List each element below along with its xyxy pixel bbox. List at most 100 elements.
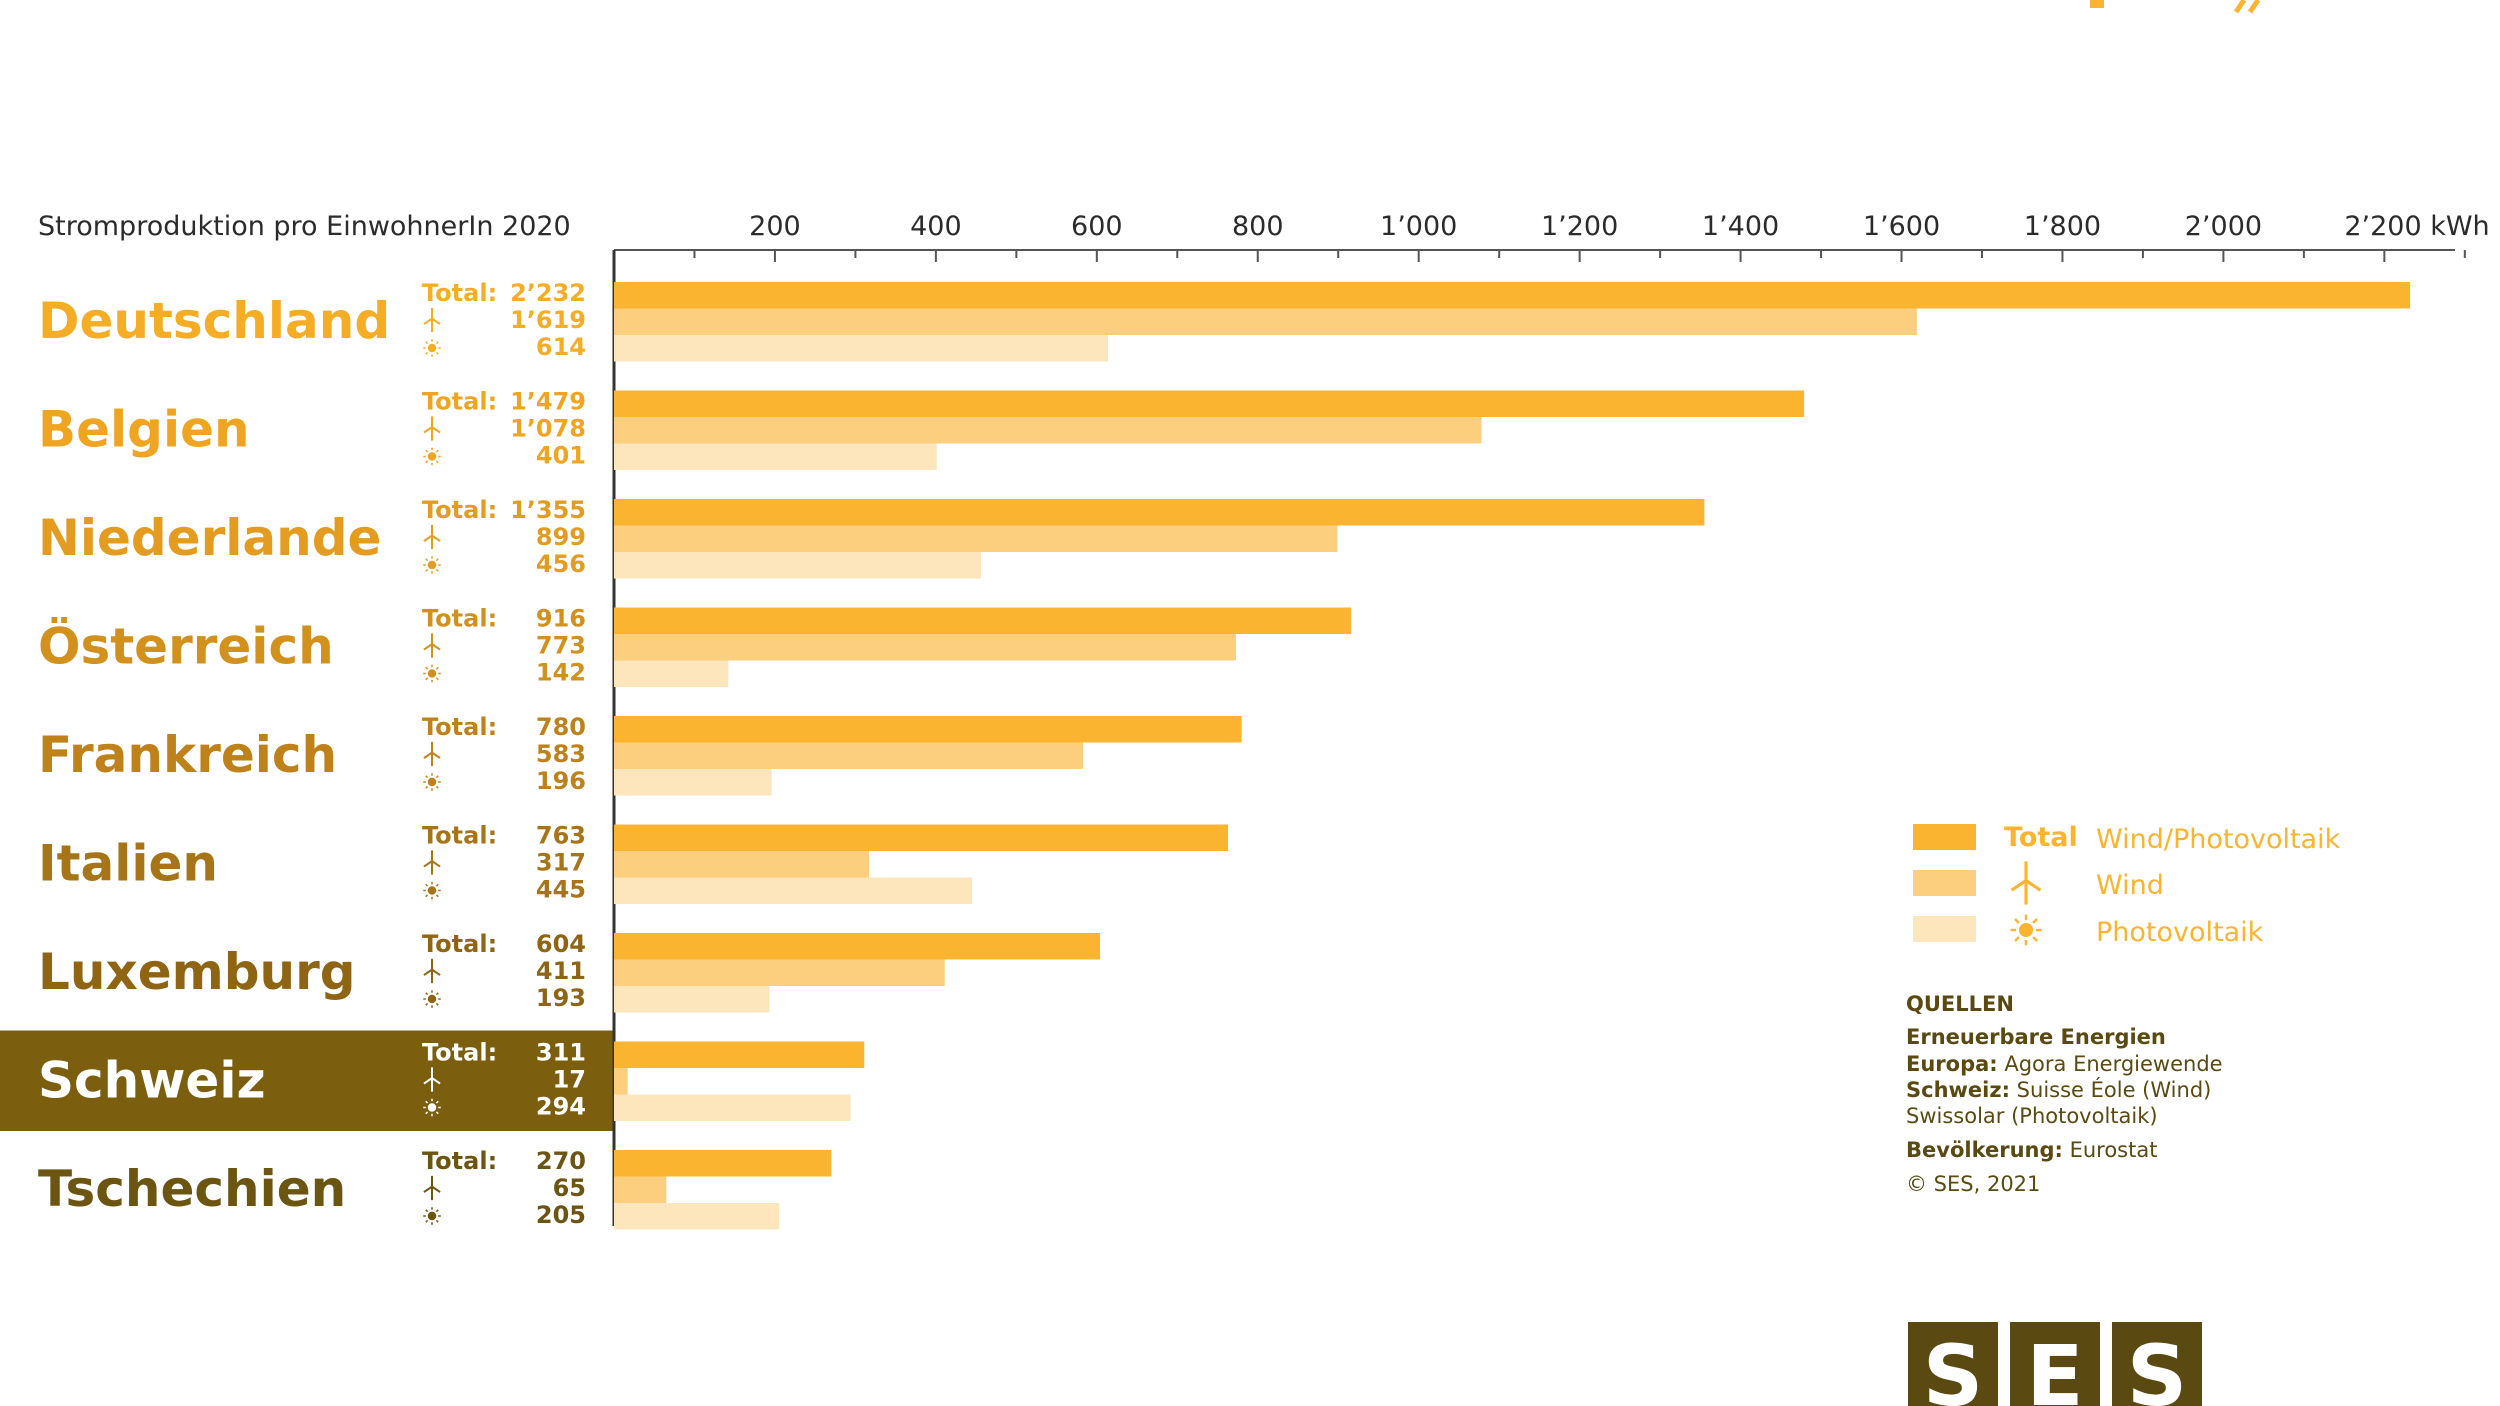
value-label: 445 <box>536 876 586 904</box>
value-label: 1’619 <box>510 306 586 334</box>
sources-heading: QUELLEN <box>1906 992 2014 1016</box>
legend-total-key: Total <box>2004 822 2078 853</box>
value-label: 456 <box>536 550 586 578</box>
logo-letter-s2: S <box>2127 1327 2188 1406</box>
legend-wind-turbine-icon <box>2010 861 2042 905</box>
source-line-4: Bevölkerung: Eurostat <box>1906 1138 2157 1162</box>
bar <box>614 390 1805 417</box>
bar <box>614 660 729 687</box>
value-label: 196 <box>536 767 586 795</box>
value-label: 311 <box>536 1039 586 1067</box>
value-label: 142 <box>536 659 586 687</box>
x-tick-label: 600 <box>1071 211 1123 242</box>
value-label: 205 <box>536 1201 586 1229</box>
bar <box>614 716 1242 743</box>
legend-label-wind: Wind <box>2096 870 2164 901</box>
logo-letter-e: E <box>2026 1327 2083 1406</box>
wind-turbine-icon <box>423 524 441 550</box>
wind-turbine-icon <box>423 416 441 441</box>
x-tick-label: 1’800 <box>2024 211 2101 242</box>
bar <box>614 742 1084 769</box>
sun-icon <box>423 1098 441 1117</box>
total-label: Total: <box>422 496 497 524</box>
wind-turbine-icon <box>423 307 441 333</box>
sun-icon <box>423 339 441 357</box>
bar <box>614 986 770 1013</box>
country-label: Italien <box>38 835 218 893</box>
sun-icon <box>423 447 441 466</box>
value-label: 193 <box>536 984 586 1012</box>
x-tick-label: 2’200 kWh <box>2344 211 2489 242</box>
total-label: Total: <box>422 1039 497 1067</box>
total-label: Total: <box>422 279 497 307</box>
value-label: 270 <box>536 1147 586 1175</box>
bar <box>614 634 1237 661</box>
sun-icon <box>423 556 441 574</box>
highlight-layer <box>0 1030 614 1131</box>
sun-icon <box>423 664 441 683</box>
sun-icon <box>423 773 441 791</box>
value-label: 916 <box>536 605 586 633</box>
ses-logo: S E S <box>1908 1322 2202 1406</box>
bar <box>614 933 1101 960</box>
value-label: 763 <box>536 822 586 850</box>
value-label: 1’479 <box>510 388 586 416</box>
legend-sun-icon <box>2010 914 2042 946</box>
bar <box>614 308 1917 335</box>
source-line-3: Swissolar (Photovoltaik) <box>1906 1104 2158 1128</box>
bar <box>614 525 1338 552</box>
bar <box>614 1068 628 1095</box>
bar <box>614 877 973 904</box>
bar <box>614 1203 779 1230</box>
x-tick-label: 1’400 <box>1702 211 1779 242</box>
country-label: Schweiz <box>38 1052 266 1110</box>
bar <box>614 282 2411 309</box>
value-label: 773 <box>536 632 586 660</box>
value-label: 1’078 <box>510 415 586 443</box>
total-label: Total: <box>422 930 497 958</box>
x-tick-label: 800 <box>1232 211 1284 242</box>
value-label: 1’355 <box>510 496 586 524</box>
country-label: Österreich <box>38 617 334 676</box>
wind-turbine-icon <box>423 1067 441 1092</box>
total-label: Total: <box>422 388 497 416</box>
bar <box>614 1094 851 1121</box>
country-label: Belgien <box>38 401 250 459</box>
x-tick-label: 200 <box>749 211 801 242</box>
x-tick-label: 1’000 <box>1380 211 1457 242</box>
source-line-5: © SES, 2021 <box>1906 1172 2040 1196</box>
top-logo-fragment <box>2090 0 2261 14</box>
legend-swatch-solar <box>1913 916 1976 942</box>
value-label: 614 <box>536 333 586 361</box>
country-label: Luxemburg <box>38 943 356 1001</box>
sun-icon <box>423 881 441 900</box>
source-line-2: Schweiz: Suisse Éole (Wind) <box>1906 1077 2211 1102</box>
value-label: 2’232 <box>510 279 586 307</box>
total-label: Total: <box>422 605 497 633</box>
sources: QUELLEN Erneuerbare Energien Europa: Ago… <box>1906 992 2223 1196</box>
country-label: Niederlande <box>38 509 381 567</box>
legend-swatch-wind <box>1913 870 1976 896</box>
source-line-1: Europa: Agora Energiewende <box>1906 1052 2223 1076</box>
wind-turbine-icon <box>423 850 441 875</box>
legend: Total Wind/Photovoltaik Wind Photovoltai… <box>1913 822 2341 948</box>
wind-turbine-icon <box>423 741 441 767</box>
x-tick-label: 1’200 <box>1541 211 1618 242</box>
value-label: 899 <box>536 523 586 551</box>
x-tick-label: 2’000 <box>2185 211 2262 242</box>
value-label: 17 <box>553 1066 586 1094</box>
total-label: Total: <box>422 822 497 850</box>
country-label: Frankreich <box>38 726 337 784</box>
wind-turbine-icon <box>423 1175 441 1201</box>
wind-turbine-icon <box>423 958 441 984</box>
bar <box>614 959 945 986</box>
x-tick-label: 1’600 <box>1863 211 1940 242</box>
wind-turbine-icon <box>423 633 441 658</box>
country-label: Tschechien <box>38 1160 346 1218</box>
bar <box>614 443 937 470</box>
bar <box>614 417 1482 444</box>
x-tick-label: 400 <box>910 211 962 242</box>
value-label: 65 <box>553 1174 586 1202</box>
bar <box>614 769 772 796</box>
